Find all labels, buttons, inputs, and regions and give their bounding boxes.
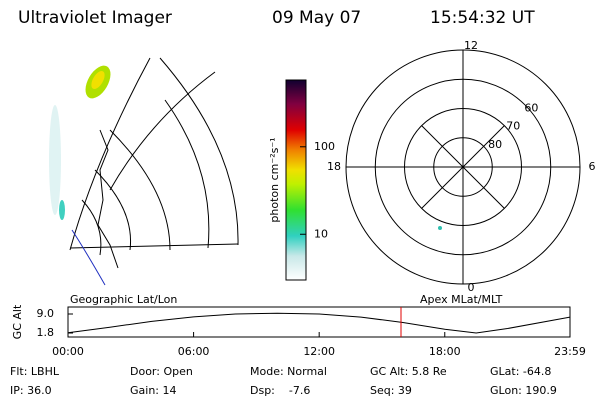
footer-field: Gain: 14: [130, 384, 177, 397]
y-tick-label: 1.8: [37, 326, 55, 339]
mlt-label: 0: [468, 281, 475, 294]
footer-field: GC Alt: 5.8 Re: [370, 365, 447, 378]
colorbar-label: photon cm⁻²s⁻¹: [268, 137, 281, 222]
polar-label: Apex MLat/MLT: [420, 293, 503, 306]
geo-label: Geographic Lat/Lon: [70, 293, 177, 306]
footer-field: Seq: 39: [370, 384, 412, 397]
footer-field: Mode: Normal: [250, 365, 327, 378]
y-tick-label: 9.0: [37, 307, 55, 320]
geo-map: [49, 57, 239, 286]
lat-circle: [374, 78, 552, 256]
y-axis-label: GC Alt: [11, 304, 24, 339]
footer-field: GLat: -64.8: [490, 365, 551, 378]
colorbar-tick-label: 100: [314, 140, 335, 153]
lat-circle: [433, 137, 493, 197]
aurora-dot: [438, 226, 442, 230]
altitude-line: [67, 312, 571, 334]
footer-field: GLon: 190.9: [490, 384, 557, 397]
date: 09 May 07: [272, 8, 361, 28]
footer-field: Dsp: -7.6: [250, 384, 310, 397]
lat-label: 60: [524, 102, 538, 115]
lat-label: 70: [506, 120, 520, 133]
x-tick-label: 00:00: [52, 345, 84, 358]
time: 15:54:32 UT: [430, 8, 535, 28]
x-tick-label: 23:59: [554, 345, 586, 358]
x-tick-label: 06:00: [178, 345, 210, 358]
polar-diag: [421, 125, 505, 209]
title: Ultraviolet Imager: [18, 8, 172, 28]
x-tick-label: 18:00: [429, 345, 461, 358]
footer-field: IP: 36.0: [10, 384, 52, 397]
mlt-label: 12: [464, 39, 478, 52]
x-tick-label: 12:00: [303, 345, 335, 358]
footer-field: Door: Open: [130, 365, 193, 378]
lat-label: 80: [488, 138, 502, 151]
colorbar: [285, 79, 307, 281]
mlt-label: 18: [327, 160, 341, 173]
colorbar-tick-label: 10: [314, 227, 328, 240]
footer-field: Flt: LBHL: [10, 365, 60, 378]
mlt-label: 6: [589, 160, 596, 173]
lat-circle: [404, 108, 522, 226]
